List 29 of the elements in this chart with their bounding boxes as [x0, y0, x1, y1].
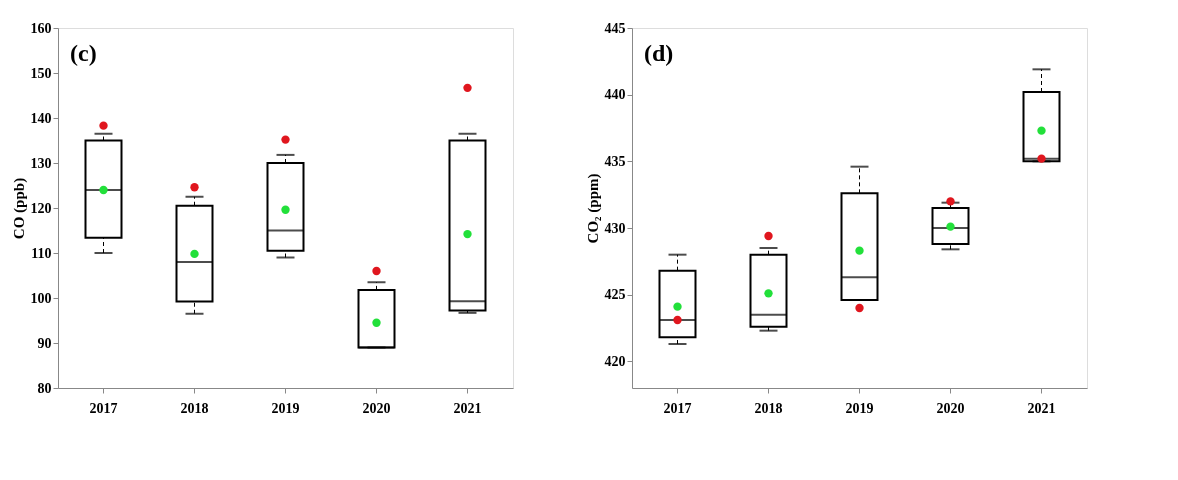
y-tick-label: 425	[604, 287, 626, 303]
x-tick-label: 2017	[663, 400, 692, 416]
y-tick-label: 130	[30, 155, 52, 171]
y-tick-label: 80	[37, 380, 52, 396]
x-tick-label: 2019	[271, 400, 300, 416]
x-tick-label: 2018	[180, 400, 209, 416]
y-tick-label: 90	[37, 335, 52, 351]
x-tick-label: 2019	[845, 400, 874, 416]
y-axis-title: CO₂ (ppm)	[584, 173, 602, 244]
x-tick-label: 2017	[89, 400, 118, 416]
annotation: (c)	[70, 40, 97, 66]
x-tick-label: 2021	[453, 400, 482, 416]
x-tick-label: 2020	[936, 400, 965, 416]
y-tick-label: 160	[30, 20, 52, 36]
x-tick-label: 2020	[362, 400, 391, 416]
y-tick-label: 100	[30, 290, 52, 306]
y-tick-label: 420	[604, 353, 626, 369]
x-tick-label: 2021	[1027, 400, 1056, 416]
y-tick-label: 120	[30, 200, 52, 216]
y-tick-label: 150	[30, 65, 52, 81]
y-tick-label: 430	[604, 220, 626, 236]
annotation: (d)	[644, 40, 674, 66]
y-tick-label: 140	[30, 110, 52, 126]
y-tick-label: 445	[604, 20, 626, 36]
x-tick-label: 2018	[754, 400, 783, 416]
y-tick-label: 440	[604, 87, 626, 103]
y-tick-label: 435	[604, 153, 626, 169]
y-axis-title: CO (ppb)	[10, 177, 28, 240]
y-tick-label: 110	[31, 245, 52, 261]
